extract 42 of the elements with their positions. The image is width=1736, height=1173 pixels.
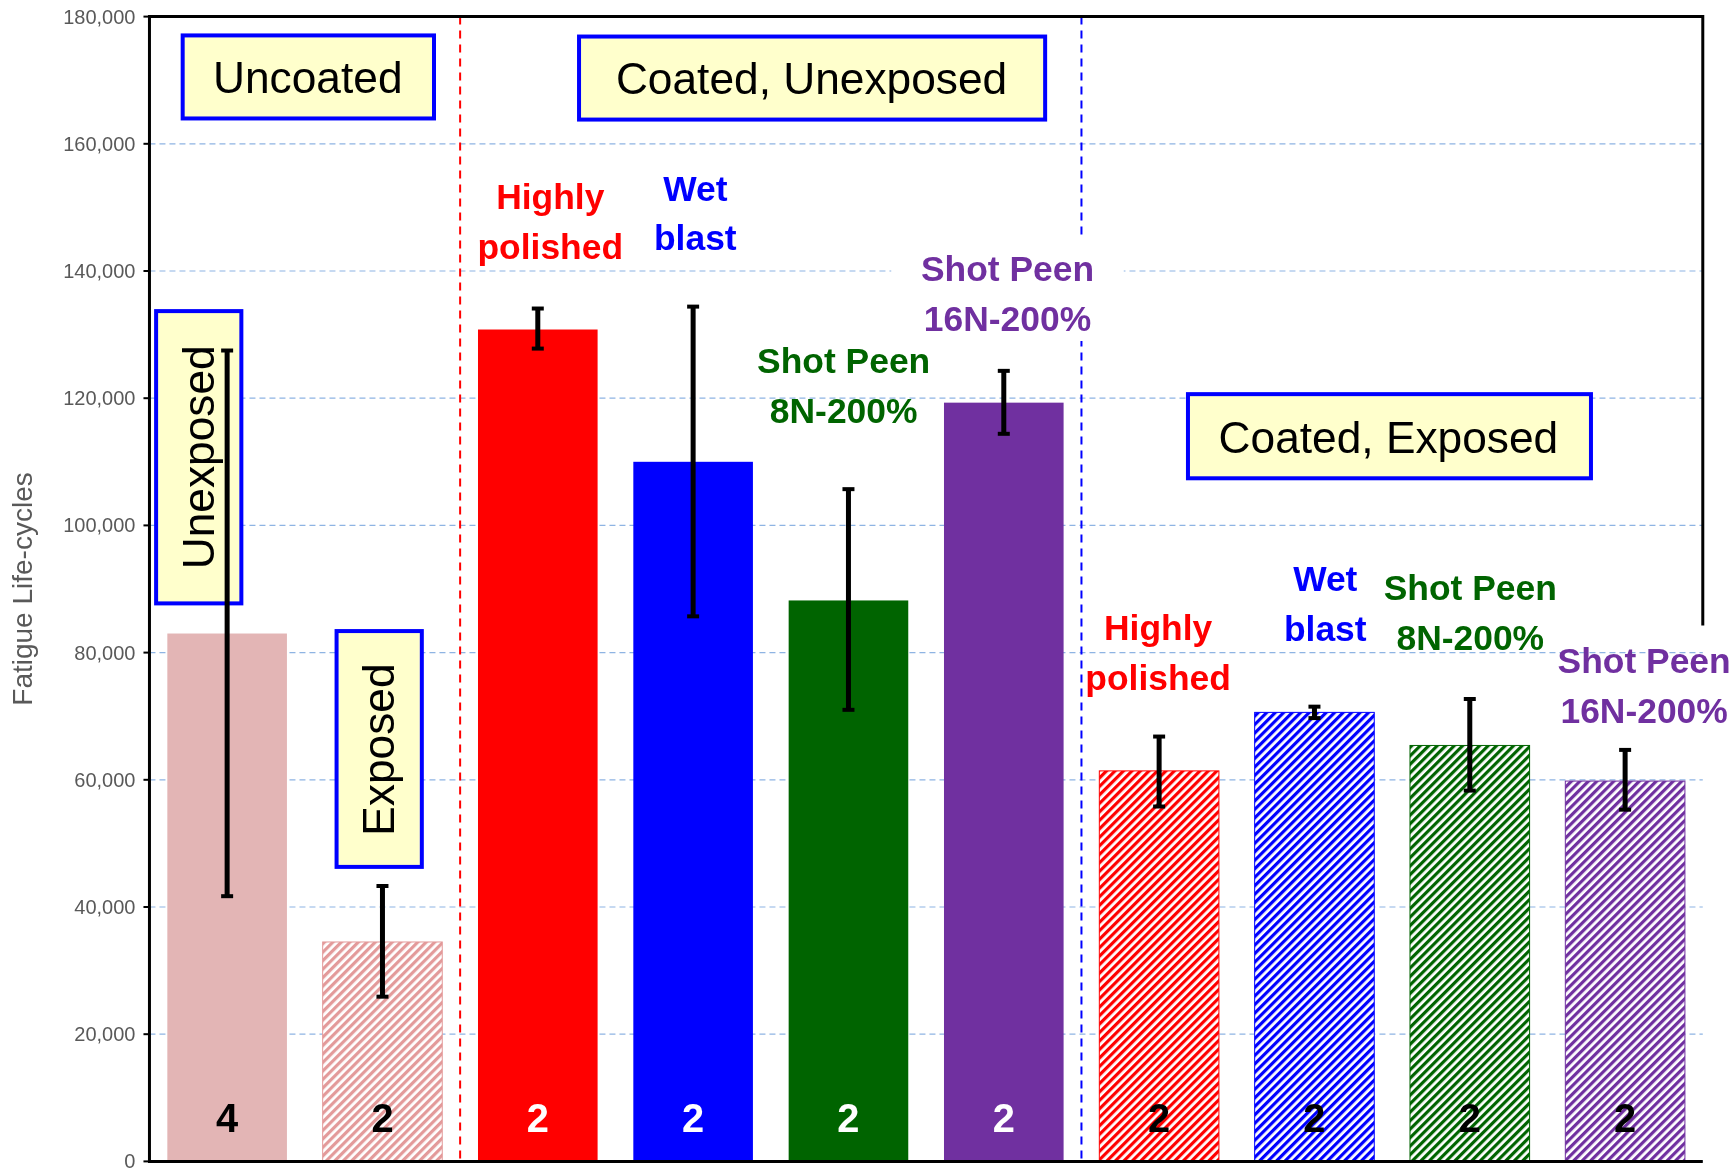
bar (167, 633, 287, 1162)
annotation: Wet blast (653, 168, 737, 259)
y-tick-label: 180,000 (63, 5, 136, 28)
bar (943, 402, 1064, 1162)
bar (322, 941, 443, 1162)
bar (1409, 744, 1531, 1162)
y-tick-label: 80,000 (74, 641, 136, 664)
annotation: Exposed (354, 663, 404, 836)
bar (788, 600, 909, 1162)
annotation: Coated, Exposed (1218, 412, 1559, 462)
annotation: 2 (837, 1096, 860, 1141)
annotation: 4 (216, 1096, 239, 1141)
bar (633, 461, 753, 1162)
bar (477, 329, 598, 1162)
annotation: Shot Peen 8N-200% (1383, 568, 1557, 658)
annotation: 2 (1148, 1096, 1171, 1141)
bar (1098, 770, 1220, 1162)
bar (1254, 711, 1375, 1162)
y-tick-label: 100,000 (63, 514, 136, 537)
y-tick-label: 60,000 (74, 768, 136, 791)
y-axis-title: Fatigue Life-cycles (7, 472, 38, 706)
annotation: 2 (682, 1096, 705, 1141)
y-tick-label: 0 (124, 1150, 136, 1173)
annotation: 2 (992, 1096, 1015, 1141)
y-tick-label: 120,000 (63, 387, 136, 410)
annotation: Shot Peen 16N-200% (920, 249, 1095, 340)
annotation: Unexposed (173, 345, 223, 570)
annotation: Shot Peen 8N-200% (757, 341, 931, 431)
y-tick-label: 160,000 (63, 132, 136, 155)
annotation: 2 (526, 1096, 549, 1141)
annotation: Wet blast (1283, 559, 1367, 650)
y-tick-label: 40,000 (74, 896, 136, 918)
annotation: Shot Peen 16N-200% (1557, 641, 1731, 731)
bar (1564, 780, 1686, 1162)
annotation: 2 (1458, 1096, 1481, 1141)
annotation: Coated, Unexposed (615, 54, 1008, 104)
y-tick-label: 140,000 (63, 260, 136, 282)
annotation: Highly polished (477, 177, 624, 268)
y-tick-label: 20,000 (74, 1023, 136, 1046)
annotation: Highly polished (1085, 608, 1231, 698)
annotation: Uncoated (213, 53, 403, 102)
annotation: 2 (371, 1096, 394, 1141)
